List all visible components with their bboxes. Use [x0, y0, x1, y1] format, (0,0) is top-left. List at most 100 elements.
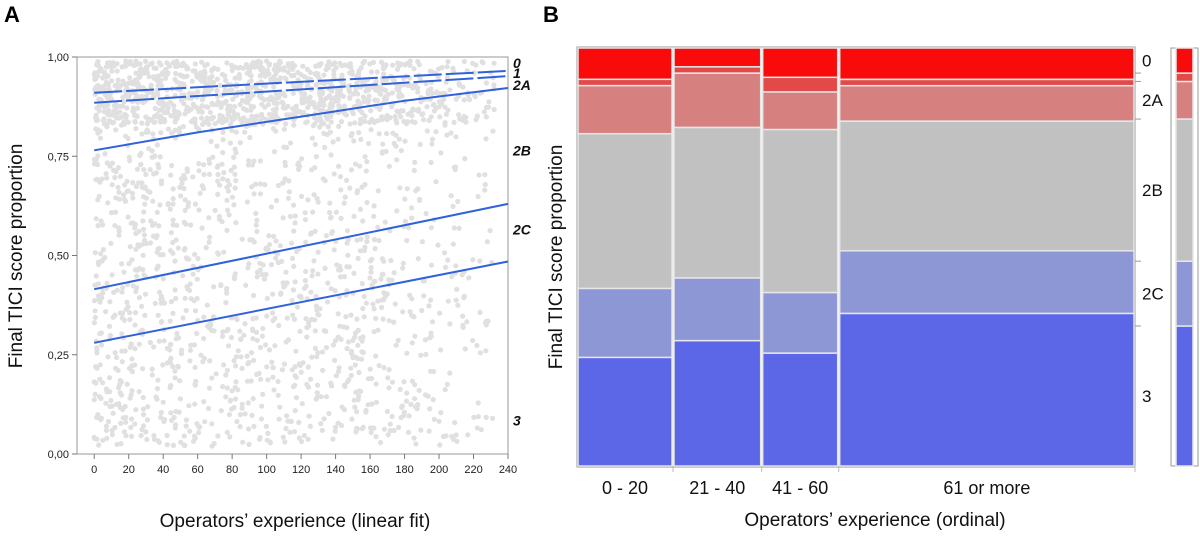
scatter-point	[470, 60, 476, 66]
scatter-point	[373, 434, 379, 440]
scatter-point	[335, 420, 341, 426]
scatter-point	[132, 221, 138, 227]
scatter-point	[334, 262, 340, 268]
scatter-point	[206, 121, 212, 127]
scatter-point	[168, 299, 175, 305]
scatter-point	[199, 103, 205, 109]
scatter-point	[223, 372, 229, 378]
scatter-point	[215, 433, 221, 439]
scatter-point	[244, 70, 250, 76]
scatter-point	[278, 291, 284, 297]
scatter-point	[373, 381, 379, 387]
scatter-point	[158, 414, 164, 420]
scatter-point	[404, 390, 410, 396]
scatter-point	[349, 351, 355, 357]
scatter-point	[341, 274, 347, 280]
scatter-point	[348, 312, 354, 318]
scatter-point	[444, 132, 450, 138]
scatter-point	[206, 215, 212, 221]
scatter-point	[120, 415, 126, 421]
scatter-point	[335, 95, 341, 101]
scatter-point	[482, 187, 488, 193]
scatter-point	[431, 416, 437, 422]
scatter-point	[201, 399, 207, 405]
scatter-point	[133, 407, 139, 413]
scatter-point	[397, 185, 403, 191]
scatter-point	[325, 65, 332, 71]
scatter-point	[245, 265, 251, 271]
scatter-point	[194, 276, 200, 282]
scatter-point	[397, 83, 403, 89]
scatter-point	[418, 352, 424, 358]
x-tick-label: 180	[395, 464, 413, 476]
scatter-point	[381, 364, 387, 371]
scatter-point	[312, 228, 318, 234]
scatter-point	[170, 239, 176, 246]
scatter-point	[257, 73, 263, 79]
scatter-point	[313, 70, 319, 76]
scatter-point	[460, 84, 466, 90]
scatter-point	[124, 188, 130, 195]
scatter-point	[175, 109, 181, 115]
scatter-point	[125, 61, 131, 67]
scatter-point	[364, 234, 370, 240]
scatter-point	[324, 114, 330, 120]
scatter-point	[453, 297, 459, 303]
scatter-point	[332, 357, 338, 363]
category-label: 61 or more	[943, 478, 1030, 498]
scatter-point	[270, 365, 276, 371]
scatter-point	[100, 222, 106, 228]
scatter-point	[327, 209, 333, 216]
scatter-point	[265, 377, 271, 383]
scatter-point	[344, 228, 350, 234]
scatter-point	[128, 424, 134, 430]
scatter-point	[299, 90, 305, 96]
scatter-point	[366, 87, 372, 93]
grade-label: 3	[1142, 387, 1151, 406]
scatter-point	[285, 69, 291, 75]
scatter-point	[219, 161, 225, 167]
scatter-point	[231, 358, 237, 364]
scatter-point	[317, 93, 323, 99]
scatter-point	[210, 79, 217, 86]
scatter-point	[239, 401, 245, 407]
scatter-point	[304, 66, 310, 72]
scatter-point	[442, 264, 449, 270]
scatter-point	[265, 430, 271, 436]
scatter-point	[160, 399, 166, 405]
scatter-point	[437, 310, 443, 316]
scatter-point	[248, 73, 254, 79]
scatter-point	[483, 136, 489, 142]
scatter-point	[116, 189, 122, 195]
scatter-point	[288, 140, 294, 146]
scatter-point	[461, 97, 467, 103]
scatter-point	[312, 317, 318, 323]
scatter-point	[220, 329, 226, 335]
scatter-point	[118, 122, 125, 128]
scatter-point	[400, 309, 406, 315]
scatter-point	[418, 427, 424, 433]
scatter-point	[340, 104, 347, 110]
scatter-point	[292, 213, 298, 219]
scatter-point	[219, 219, 225, 225]
scatter-point	[366, 140, 372, 147]
scatter-point	[348, 372, 354, 379]
scatter-point	[297, 328, 303, 334]
scatter-point	[447, 370, 453, 376]
scatter-point	[115, 367, 121, 373]
scatter-point	[337, 274, 344, 280]
scatter-point	[124, 381, 130, 387]
scatter-point	[139, 120, 145, 126]
scatter-point	[162, 118, 168, 124]
scatter-point	[483, 318, 489, 324]
scatter-point	[269, 115, 275, 121]
scatter-point	[221, 362, 227, 368]
y-axis-title-b: Final TICI score proportion	[546, 145, 567, 370]
scatter-point	[105, 60, 111, 66]
scatter-point	[319, 349, 326, 355]
scatter-point	[454, 438, 460, 444]
scatter-point	[93, 216, 99, 222]
scatter-point	[368, 429, 374, 436]
scatter-point	[368, 69, 375, 75]
